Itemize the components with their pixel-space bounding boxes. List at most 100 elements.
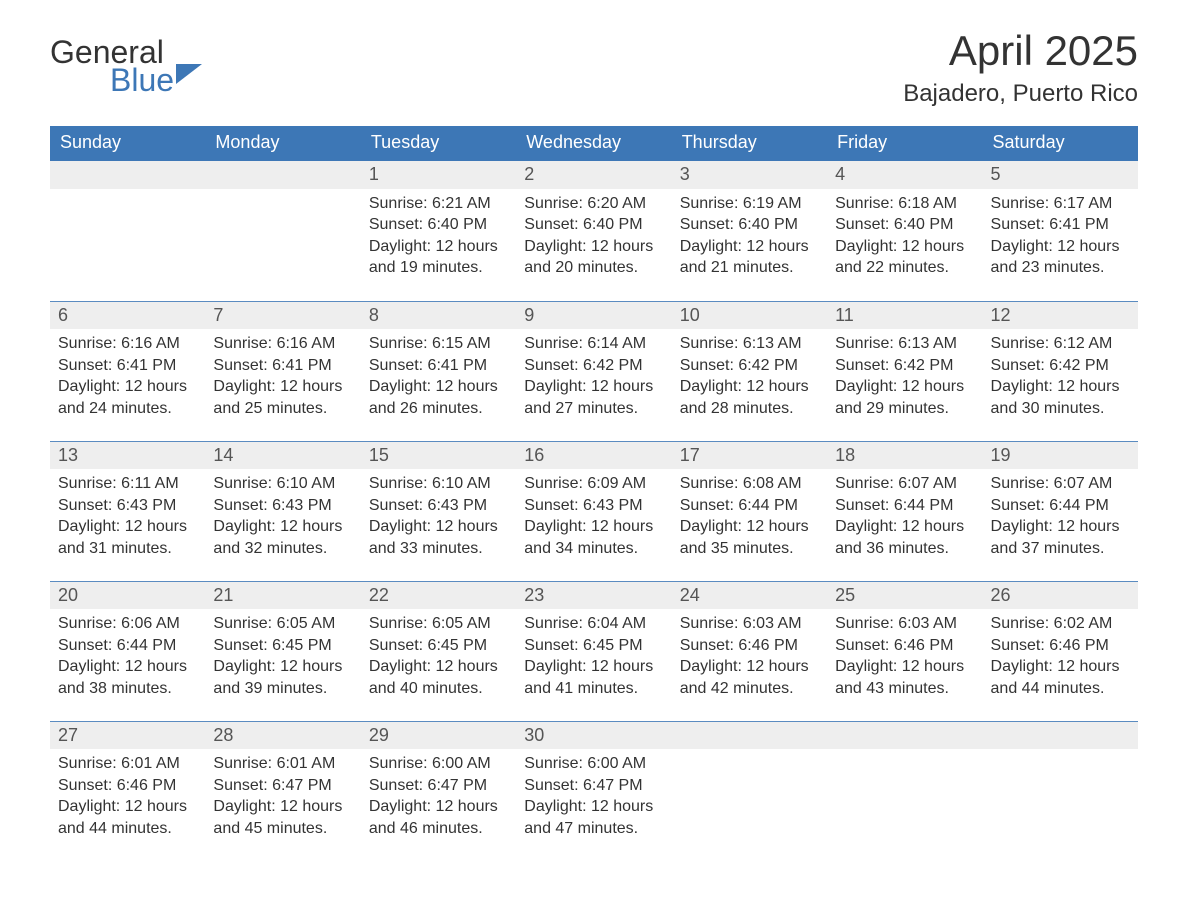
- day-number: 29: [361, 722, 516, 749]
- day-number: 3: [672, 161, 827, 188]
- brand-flag-icon: [176, 64, 202, 84]
- day-details: Sunrise: 6:13 AMSunset: 6:42 PMDaylight:…: [827, 329, 982, 425]
- day-number: 13: [50, 442, 205, 469]
- day-details: Sunrise: 6:02 AMSunset: 6:46 PMDaylight:…: [983, 609, 1138, 705]
- sunrise-line: Sunrise: 6:15 AM: [369, 333, 508, 355]
- day-number: [983, 722, 1138, 749]
- day-number: 16: [516, 442, 671, 469]
- page-header: General Blue April 2025 Bajadero, Puerto…: [50, 28, 1138, 122]
- day-details: Sunrise: 6:13 AMSunset: 6:42 PMDaylight:…: [672, 329, 827, 425]
- day-number: 24: [672, 582, 827, 609]
- sunset-line: Sunset: 6:44 PM: [835, 495, 974, 517]
- calendar-day-cell: 25Sunrise: 6:03 AMSunset: 6:46 PMDayligh…: [827, 581, 982, 721]
- calendar-day-cell: 2Sunrise: 6:20 AMSunset: 6:40 PMDaylight…: [516, 161, 671, 301]
- calendar-day-cell: 4Sunrise: 6:18 AMSunset: 6:40 PMDaylight…: [827, 161, 982, 301]
- daylight-line: Daylight: 12 hours and 39 minutes.: [213, 656, 352, 699]
- calendar-day-cell: 10Sunrise: 6:13 AMSunset: 6:42 PMDayligh…: [672, 301, 827, 441]
- day-number: 12: [983, 302, 1138, 329]
- day-details: Sunrise: 6:03 AMSunset: 6:46 PMDaylight:…: [672, 609, 827, 705]
- weekday-header: Wednesday: [516, 126, 671, 161]
- calendar-day-cell: 29Sunrise: 6:00 AMSunset: 6:47 PMDayligh…: [361, 721, 516, 861]
- calendar-day-cell: 24Sunrise: 6:03 AMSunset: 6:46 PMDayligh…: [672, 581, 827, 721]
- daylight-line: Daylight: 12 hours and 26 minutes.: [369, 376, 508, 419]
- sunrise-line: Sunrise: 6:16 AM: [213, 333, 352, 355]
- sunset-line: Sunset: 6:40 PM: [524, 214, 663, 236]
- calendar-row: 20Sunrise: 6:06 AMSunset: 6:44 PMDayligh…: [50, 581, 1138, 721]
- day-details: Sunrise: 6:07 AMSunset: 6:44 PMDaylight:…: [983, 469, 1138, 565]
- daylight-line: Daylight: 12 hours and 28 minutes.: [680, 376, 819, 419]
- calendar-day-cell: 7Sunrise: 6:16 AMSunset: 6:41 PMDaylight…: [205, 301, 360, 441]
- daylight-line: Daylight: 12 hours and 32 minutes.: [213, 516, 352, 559]
- daylight-line: Daylight: 12 hours and 34 minutes.: [524, 516, 663, 559]
- daylight-line: Daylight: 12 hours and 27 minutes.: [524, 376, 663, 419]
- day-number: 11: [827, 302, 982, 329]
- daylight-line: Daylight: 12 hours and 42 minutes.: [680, 656, 819, 699]
- day-number: 7: [205, 302, 360, 329]
- weekday-header: Thursday: [672, 126, 827, 161]
- day-details: Sunrise: 6:19 AMSunset: 6:40 PMDaylight:…: [672, 189, 827, 285]
- sunset-line: Sunset: 6:43 PM: [213, 495, 352, 517]
- sunrise-line: Sunrise: 6:13 AM: [680, 333, 819, 355]
- daylight-line: Daylight: 12 hours and 23 minutes.: [991, 236, 1130, 279]
- calendar-day-cell: 22Sunrise: 6:05 AMSunset: 6:45 PMDayligh…: [361, 581, 516, 721]
- sunrise-line: Sunrise: 6:16 AM: [58, 333, 197, 355]
- sunrise-line: Sunrise: 6:01 AM: [213, 753, 352, 775]
- calendar-day-cell: 21Sunrise: 6:05 AMSunset: 6:45 PMDayligh…: [205, 581, 360, 721]
- day-details: Sunrise: 6:08 AMSunset: 6:44 PMDaylight:…: [672, 469, 827, 565]
- day-details: Sunrise: 6:03 AMSunset: 6:46 PMDaylight:…: [827, 609, 982, 705]
- sunrise-line: Sunrise: 6:20 AM: [524, 193, 663, 215]
- daylight-line: Daylight: 12 hours and 35 minutes.: [680, 516, 819, 559]
- day-number: 17: [672, 442, 827, 469]
- calendar-empty-cell: [827, 721, 982, 861]
- daylight-line: Daylight: 12 hours and 22 minutes.: [835, 236, 974, 279]
- sunset-line: Sunset: 6:46 PM: [991, 635, 1130, 657]
- sunrise-line: Sunrise: 6:01 AM: [58, 753, 197, 775]
- day-details: Sunrise: 6:00 AMSunset: 6:47 PMDaylight:…: [516, 749, 671, 845]
- day-number: 6: [50, 302, 205, 329]
- sunrise-line: Sunrise: 6:09 AM: [524, 473, 663, 495]
- day-number: 8: [361, 302, 516, 329]
- daylight-line: Daylight: 12 hours and 41 minutes.: [524, 656, 663, 699]
- sunset-line: Sunset: 6:40 PM: [680, 214, 819, 236]
- sunset-line: Sunset: 6:43 PM: [58, 495, 197, 517]
- weekday-header: Monday: [205, 126, 360, 161]
- sunset-line: Sunset: 6:41 PM: [369, 355, 508, 377]
- day-number: 19: [983, 442, 1138, 469]
- sunset-line: Sunset: 6:44 PM: [58, 635, 197, 657]
- day-details: Sunrise: 6:16 AMSunset: 6:41 PMDaylight:…: [205, 329, 360, 425]
- sunset-line: Sunset: 6:41 PM: [991, 214, 1130, 236]
- calendar-body: 1Sunrise: 6:21 AMSunset: 6:40 PMDaylight…: [50, 161, 1138, 861]
- daylight-line: Daylight: 12 hours and 29 minutes.: [835, 376, 974, 419]
- calendar-day-cell: 13Sunrise: 6:11 AMSunset: 6:43 PMDayligh…: [50, 441, 205, 581]
- daylight-line: Daylight: 12 hours and 21 minutes.: [680, 236, 819, 279]
- day-details: Sunrise: 6:04 AMSunset: 6:45 PMDaylight:…: [516, 609, 671, 705]
- day-number: 27: [50, 722, 205, 749]
- day-details: Sunrise: 6:09 AMSunset: 6:43 PMDaylight:…: [516, 469, 671, 565]
- sunrise-line: Sunrise: 6:00 AM: [369, 753, 508, 775]
- day-number: 9: [516, 302, 671, 329]
- day-number: 25: [827, 582, 982, 609]
- sunrise-line: Sunrise: 6:05 AM: [369, 613, 508, 635]
- day-details: Sunrise: 6:05 AMSunset: 6:45 PMDaylight:…: [361, 609, 516, 705]
- day-number: 4: [827, 161, 982, 188]
- sunrise-line: Sunrise: 6:03 AM: [835, 613, 974, 635]
- day-details: Sunrise: 6:18 AMSunset: 6:40 PMDaylight:…: [827, 189, 982, 285]
- day-number: [672, 722, 827, 749]
- sunrise-line: Sunrise: 6:10 AM: [213, 473, 352, 495]
- day-number: 14: [205, 442, 360, 469]
- day-number: 26: [983, 582, 1138, 609]
- sunset-line: Sunset: 6:43 PM: [524, 495, 663, 517]
- daylight-line: Daylight: 12 hours and 43 minutes.: [835, 656, 974, 699]
- day-number: [205, 161, 360, 188]
- day-number: 5: [983, 161, 1138, 188]
- daylight-line: Daylight: 12 hours and 37 minutes.: [991, 516, 1130, 559]
- sunrise-line: Sunrise: 6:06 AM: [58, 613, 197, 635]
- day-number: 15: [361, 442, 516, 469]
- daylight-line: Daylight: 12 hours and 44 minutes.: [58, 796, 197, 839]
- sunset-line: Sunset: 6:46 PM: [58, 775, 197, 797]
- daylight-line: Daylight: 12 hours and 36 minutes.: [835, 516, 974, 559]
- day-number: 1: [361, 161, 516, 188]
- calendar-day-cell: 12Sunrise: 6:12 AMSunset: 6:42 PMDayligh…: [983, 301, 1138, 441]
- calendar-day-cell: 15Sunrise: 6:10 AMSunset: 6:43 PMDayligh…: [361, 441, 516, 581]
- day-number: 10: [672, 302, 827, 329]
